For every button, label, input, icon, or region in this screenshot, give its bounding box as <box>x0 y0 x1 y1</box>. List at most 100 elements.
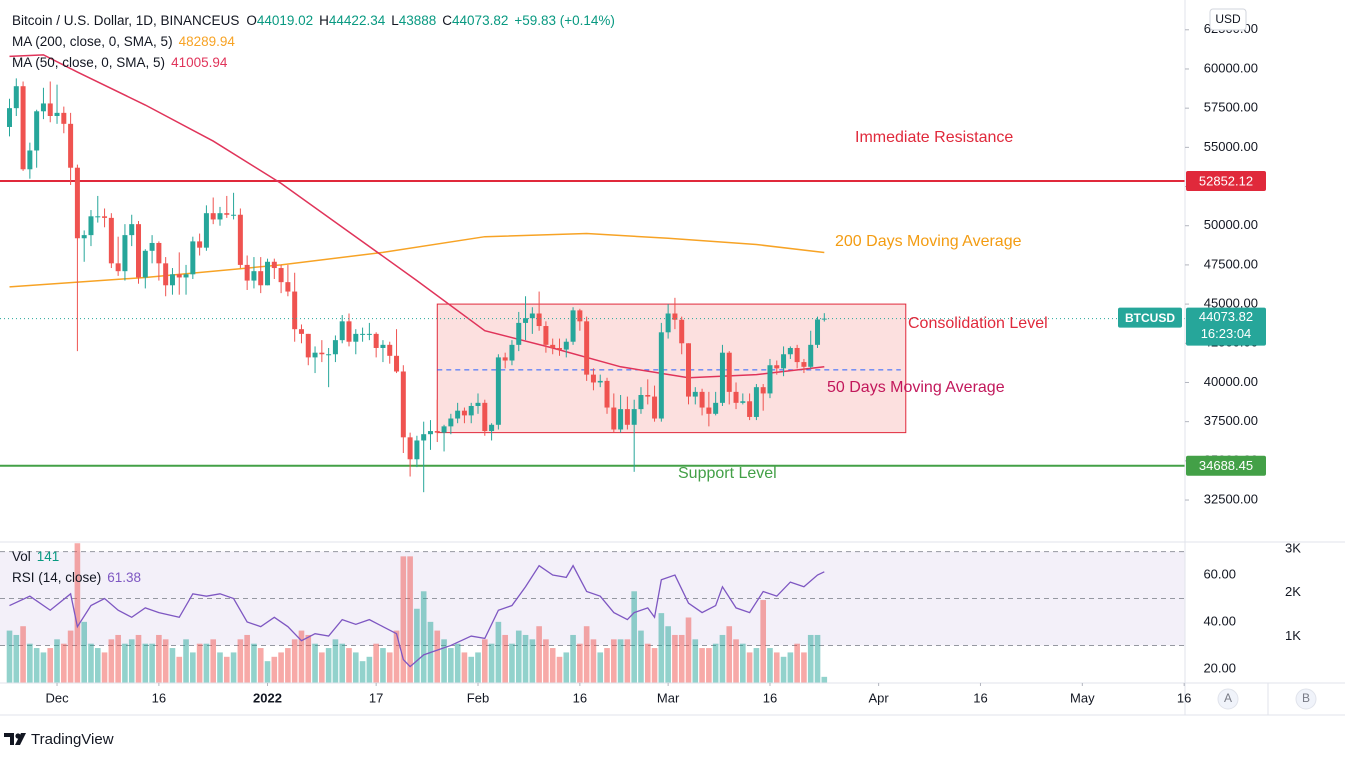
x-tick-label: Dec <box>45 690 69 705</box>
consolidation-box <box>436 303 907 434</box>
candle-body <box>536 313 542 327</box>
volume-bar <box>719 634 726 683</box>
candle-body <box>210 213 216 220</box>
candle-body <box>312 352 318 358</box>
volume-bar <box>794 643 800 683</box>
volume-bar <box>183 639 189 683</box>
candle-body <box>380 344 386 348</box>
candle-body <box>672 313 678 320</box>
candle-body <box>54 112 60 116</box>
volume-bar <box>156 634 162 683</box>
volume-bar <box>373 643 379 683</box>
candle-body <box>115 263 121 272</box>
logo-mark <box>4 733 14 745</box>
volume-bar <box>149 643 155 683</box>
candle-body <box>122 235 128 272</box>
volume-bar <box>264 661 271 683</box>
candle-body <box>808 344 814 367</box>
volume-bar <box>590 639 597 683</box>
volume-bar <box>271 656 278 683</box>
volume-bar <box>169 648 176 683</box>
candle-body <box>149 242 155 251</box>
candle-body <box>604 380 610 408</box>
scale-button[interactable] <box>1217 688 1239 710</box>
candle-body <box>394 355 400 372</box>
volume-bar <box>319 652 325 683</box>
candle-body <box>556 347 562 350</box>
volume-bar <box>420 591 427 683</box>
volume-bar <box>176 656 183 683</box>
rsi-band-fill <box>0 551 1185 646</box>
candle-body <box>387 344 393 356</box>
overlay: Immediate Resistance 200 Days Moving Aver… <box>678 8 1266 482</box>
y-tick-label: 55000.00 <box>1204 139 1258 154</box>
rsi-value: 61.38 <box>107 570 142 585</box>
volume-bar <box>821 676 828 683</box>
volume-bar <box>780 656 787 683</box>
volume-bar <box>624 639 631 683</box>
candle-body <box>13 86 19 109</box>
symbol-tag <box>1118 307 1182 328</box>
candle-body <box>61 112 67 124</box>
candle-body <box>319 352 325 355</box>
volume-bar <box>122 643 128 683</box>
volume-bar <box>604 648 610 683</box>
volume-bar <box>522 634 529 683</box>
volume-bar <box>549 648 556 683</box>
volume-bar <box>74 543 81 683</box>
volume-bar <box>733 639 739 683</box>
volume-bar <box>665 626 671 683</box>
ma50-legend: MA (50, close, 0, SMA, 5) 41005.94 <box>12 53 227 73</box>
annotation: Support Level <box>678 465 777 482</box>
ohlc-value: 44073.82 <box>452 13 509 28</box>
level-tag-label: 52852.12 <box>1199 173 1253 188</box>
volume-bar <box>454 643 461 683</box>
candle-body <box>278 268 284 283</box>
ma-value: 41005.94 <box>171 55 228 70</box>
candle-body <box>265 261 271 286</box>
volume-bar <box>482 639 488 683</box>
candle-body <box>40 103 46 112</box>
volume-bar <box>346 648 352 683</box>
change-value: +59.83 (+0.14%) <box>514 13 615 28</box>
candle-body <box>753 387 759 417</box>
volume-bar <box>67 630 74 683</box>
y-tick-label: 60000.00 <box>1204 60 1258 75</box>
y-tick-label: 32500.00 <box>1204 491 1258 506</box>
volume-bar <box>706 648 712 683</box>
candle-body <box>563 341 569 350</box>
volume-bar <box>203 643 210 683</box>
candle-body <box>455 410 461 419</box>
volume-bar <box>746 652 753 683</box>
volume-bar <box>407 556 413 683</box>
level-tag-label: 34688.45 <box>1199 458 1253 473</box>
volume-bar <box>414 608 420 683</box>
candle-body <box>733 391 739 403</box>
volume-bar <box>352 652 359 683</box>
candle-body <box>597 380 603 383</box>
candle-body <box>543 326 549 345</box>
volume-bar <box>386 652 393 683</box>
volume-bar <box>651 648 658 683</box>
candle-body <box>258 271 264 286</box>
volume-bar <box>47 648 54 683</box>
footer: TradingView <box>4 728 114 750</box>
scale-button[interactable] <box>1295 688 1317 710</box>
candle-body <box>285 282 291 292</box>
volume-bar <box>81 621 87 683</box>
moving-average-line <box>9 54 825 379</box>
candle-body <box>88 216 94 236</box>
volume-tick-label: 3K <box>1285 540 1301 555</box>
brand: TradingView <box>31 730 114 748</box>
x-tick-label: 16 <box>973 690 987 705</box>
candle-body <box>781 354 787 369</box>
volume-bar <box>468 656 475 683</box>
ohlc-value: 44019.02 <box>256 13 314 28</box>
volume-bar <box>509 643 515 683</box>
rsi-legend: RSI (14, close) 61.38 <box>12 568 141 588</box>
candle-body <box>760 387 766 394</box>
ohlc-label: C <box>442 13 453 28</box>
volume-bar <box>217 652 223 683</box>
annotation: 200 Days Moving Average <box>835 233 1022 250</box>
volume-bar <box>251 643 257 683</box>
